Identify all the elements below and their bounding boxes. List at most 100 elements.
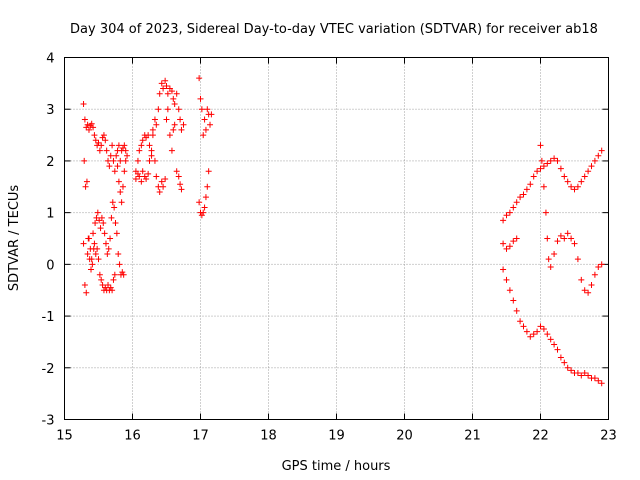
data-point xyxy=(92,137,99,144)
data-point xyxy=(117,188,124,195)
data-point xyxy=(100,132,107,139)
data-point xyxy=(571,186,578,193)
grid-lines xyxy=(64,57,609,420)
data-point xyxy=(153,121,160,128)
data-point xyxy=(84,121,91,128)
data-point xyxy=(585,372,592,379)
data-point xyxy=(162,77,169,84)
data-point xyxy=(81,282,88,289)
data-point xyxy=(554,346,561,353)
data-point xyxy=(136,147,143,154)
data-point xyxy=(136,173,143,180)
data-point xyxy=(564,364,571,371)
data-point xyxy=(581,369,588,376)
y-tick-label: -3 xyxy=(42,414,55,429)
data-point xyxy=(503,276,510,283)
data-point xyxy=(510,238,517,245)
y-tick-label: 0 xyxy=(46,258,54,273)
chart-title: Day 304 of 2023, Sidereal Day-to-day VTE… xyxy=(70,22,598,37)
data-point xyxy=(173,90,180,97)
data-point xyxy=(554,157,561,164)
data-point xyxy=(198,212,205,219)
data-point xyxy=(202,194,209,201)
data-point xyxy=(163,116,170,123)
data-point xyxy=(153,173,160,180)
data-point xyxy=(571,240,578,247)
data-point xyxy=(96,217,103,224)
data-point xyxy=(595,152,602,159)
data-point xyxy=(80,101,87,108)
y-tick-label: 2 xyxy=(46,155,54,170)
data-point xyxy=(500,217,507,224)
x-axis-ticks: 15 16 17 18 19 20 21 22 23 xyxy=(56,57,617,444)
data-point xyxy=(145,170,152,177)
data-point xyxy=(503,245,510,252)
series-early-c xyxy=(80,230,118,296)
data-point xyxy=(118,199,125,206)
data-point xyxy=(103,147,110,154)
y-axis-label: SDTVAR / TECUs xyxy=(7,185,22,292)
data-point xyxy=(148,152,155,159)
data-point xyxy=(517,194,524,201)
data-point xyxy=(102,240,109,247)
data-point xyxy=(561,173,568,180)
data-point xyxy=(557,232,564,239)
data-point xyxy=(98,276,105,283)
data-point xyxy=(517,318,524,325)
data-point xyxy=(513,199,520,206)
data-point xyxy=(173,168,180,175)
data-point xyxy=(164,106,171,113)
data-point xyxy=(85,235,92,242)
data-point xyxy=(91,240,98,247)
x-tick-label: 20 xyxy=(396,429,413,444)
data-point xyxy=(139,137,146,144)
data-point xyxy=(83,124,90,131)
data-point xyxy=(178,186,185,193)
data-point xyxy=(204,183,211,190)
data-point xyxy=(151,157,158,164)
series-late-a xyxy=(500,147,605,224)
data-point xyxy=(564,178,571,185)
data-point xyxy=(170,95,177,102)
data-point xyxy=(506,209,513,216)
y-tick-label: 4 xyxy=(46,52,54,67)
data-point xyxy=(160,85,167,92)
data-point xyxy=(537,165,544,172)
data-point xyxy=(146,142,153,149)
data-point xyxy=(537,142,544,149)
data-point xyxy=(158,80,165,87)
data-point xyxy=(500,240,507,247)
data-point xyxy=(115,178,122,185)
data-point xyxy=(542,209,549,216)
x-tick-label: 15 xyxy=(56,429,73,444)
data-point xyxy=(110,157,117,164)
data-point xyxy=(540,183,547,190)
data-point xyxy=(84,251,91,258)
data-point xyxy=(527,181,534,188)
data-point xyxy=(561,359,568,366)
data-point xyxy=(111,204,118,211)
data-point xyxy=(581,287,588,294)
data-point xyxy=(585,289,592,296)
data-point xyxy=(111,271,118,278)
data-point xyxy=(107,152,114,159)
x-tick-label: 16 xyxy=(124,429,141,444)
data-point xyxy=(564,230,571,237)
data-point xyxy=(119,269,126,276)
data-point xyxy=(156,188,163,195)
data-point xyxy=(94,209,101,216)
x-tick-label: 19 xyxy=(328,429,345,444)
data-point xyxy=(115,251,122,258)
y-tick-label: -2 xyxy=(42,362,55,377)
data-point xyxy=(89,261,96,268)
data-point xyxy=(574,183,581,190)
data-point xyxy=(96,147,103,154)
data-point xyxy=(544,160,551,167)
data-point xyxy=(105,157,112,164)
data-point xyxy=(88,120,95,127)
data-point xyxy=(591,271,598,278)
data-point xyxy=(168,147,175,154)
data-point xyxy=(178,126,185,133)
data-point xyxy=(88,266,95,273)
